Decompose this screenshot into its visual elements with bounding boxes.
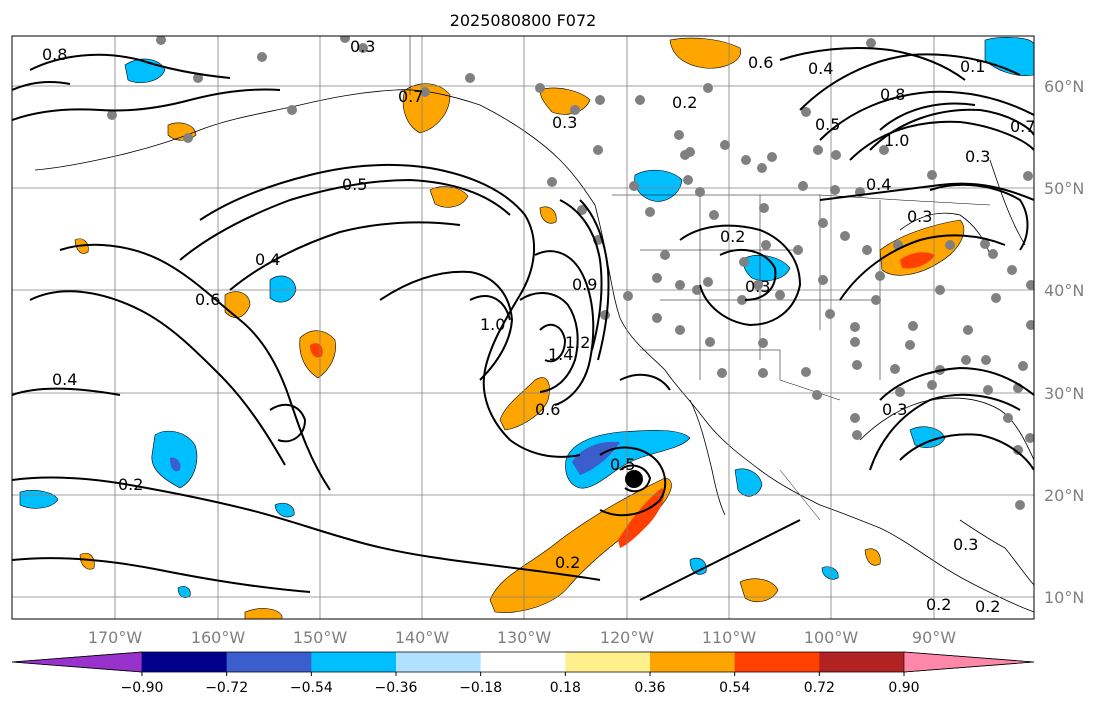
colorbar-tick-label: −0.54 [290,680,333,696]
colorbar-tick-label: −0.90 [121,680,164,696]
contour-label: 0.8 [42,45,67,64]
latitude-labels: 60°N 50°N 40°N 30°N 20°N 10°N [1044,77,1084,607]
lon-label: 140°W [395,628,450,647]
contour-label: 0.2 [555,553,580,572]
contour-label: 0.4 [52,370,77,389]
colorbar: −0.90 −0.72 −0.54 −0.36 −0.18 0.18 0.36 0.54 0.7… [11,651,1035,696]
contour-label: 0.6 [535,400,560,419]
colorbar-tick-label: −0.18 [459,680,502,696]
lat-label: 30°N [1044,384,1084,403]
contour-label: 0.2 [118,475,143,494]
contour-label: 0.7 [1010,117,1035,136]
lon-label: 100°W [804,628,859,647]
contour-label: 0.3 [745,277,770,296]
contour-label: 0.8 [880,85,905,104]
lat-label: 40°N [1044,281,1084,300]
contour-label: 0.3 [552,113,577,132]
map-background [12,36,1034,619]
contour-label: 0.3 [953,535,978,554]
lon-label: 130°W [497,628,552,647]
contour-label: 0.6 [748,53,773,72]
colorbar-tick-label: 0.18 [550,680,581,696]
colorbar-segment [650,652,736,672]
contour-label: 1.0 [480,315,505,334]
lon-label: 160°W [191,628,246,647]
map-frame [11,35,1035,620]
contour-label: 0.4 [808,59,833,78]
contour-label: 0.5 [815,115,840,134]
colorbar-segment [396,652,482,672]
shaded-fields [19,37,1034,619]
coastlines [34,89,1034,613]
contour-label: 0.2 [672,93,697,112]
lon-label: 120°W [600,628,655,647]
colorbar-extend-low [11,651,143,673]
colorbar-tick-label: 0.54 [719,680,750,696]
contour-label: 0.4 [866,175,891,194]
longitude-labels: 170°W 160°W 150°W 140°W 130°W 120°W 110°… [88,628,956,647]
colorbar-segment [480,652,566,672]
colorbar-tick-label: 0.36 [634,680,665,696]
contour-label: 0.7 [398,87,423,106]
contour-label: 0.6 [195,290,220,309]
lat-label: 10°N [1044,588,1084,607]
colorbar-extend-high [903,651,1035,673]
gridlines [12,36,1034,619]
lon-label: 110°W [702,628,757,647]
contour-label: 0.4 [255,250,280,269]
contour-label: 0.3 [882,400,907,419]
contour-label: 0.5 [342,175,367,194]
map-area: 0.8 0.3 0.6 0.4 0.2 0.8 1.0 0.5 0.3 0.4 … [12,36,1035,619]
contour-label: 0.5 [610,455,635,474]
contour-label: 1.4 [548,345,573,364]
colorbar-segment [311,652,397,672]
contour-label: 0.3 [907,207,932,226]
colorbar-segment [819,652,905,672]
lon-label: 90°W [912,628,956,647]
map-title: 2025080800 F072 [450,11,597,30]
colorbar-tick-label: −0.36 [375,680,418,696]
lon-label: 150°W [293,628,348,647]
colorbar-tick-label: 0.90 [888,680,919,696]
contour-label: 0.2 [720,227,745,246]
storm-center-marker [625,470,643,488]
contour-label: 0.3 [965,147,990,166]
colorbar-segment [565,652,651,672]
lat-label: 60°N [1044,77,1084,96]
colorbar-segment [226,652,312,672]
contour-labels: 0.8 0.3 0.6 0.4 0.2 0.8 1.0 0.5 0.3 0.4 … [42,37,1035,616]
lat-label: 20°N [1044,486,1084,505]
contour-label: 0.2 [975,597,1000,616]
contour-label: 0.3 [350,37,375,56]
colorbar-segment [734,652,820,672]
colorbar-segment [142,652,228,672]
colorbar-tick-label: −0.72 [205,680,248,696]
contour-label: 1.0 [884,131,909,150]
contour-lines [12,47,1034,601]
contour-label: 0.1 [960,57,985,76]
colorbar-tick-label: 0.72 [804,680,835,696]
lat-label: 50°N [1044,179,1084,198]
contour-label: 0.2 [926,595,951,614]
contour-label: 0.9 [572,275,597,294]
lon-label: 170°W [88,628,143,647]
contour-label: 1.2 [565,333,590,352]
